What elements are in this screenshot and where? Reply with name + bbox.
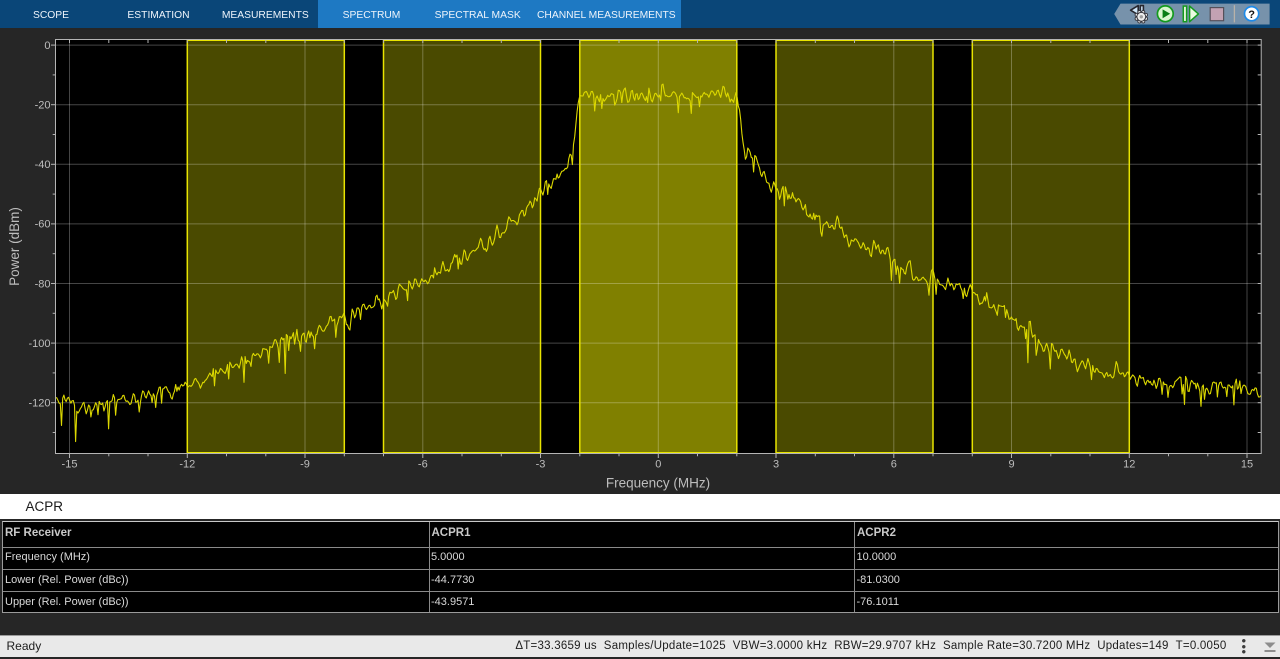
svg-text:?: ?	[1248, 9, 1255, 21]
svg-text:-6: -6	[418, 458, 428, 470]
svg-text:15: 15	[1241, 458, 1253, 470]
svg-text:0: 0	[655, 458, 661, 470]
svg-text:3: 3	[773, 458, 779, 470]
svg-text:-120: -120	[28, 397, 50, 409]
svg-text:-3: -3	[536, 458, 546, 470]
svg-text:0: 0	[44, 39, 50, 51]
svg-text:6: 6	[891, 458, 897, 470]
svg-text:Power (dBm): Power (dBm)	[7, 207, 22, 286]
svg-text:-80: -80	[35, 278, 51, 290]
svg-text:-12: -12	[179, 458, 195, 470]
svg-text:-20: -20	[35, 99, 51, 111]
svg-text:-15: -15	[62, 458, 78, 470]
svg-text:-60: -60	[35, 218, 51, 230]
svg-text:9: 9	[1008, 458, 1014, 470]
svg-text:-40: -40	[35, 159, 51, 171]
svg-text:-9: -9	[300, 458, 310, 470]
svg-text:12: 12	[1123, 458, 1135, 470]
svg-text:-100: -100	[28, 337, 50, 349]
svg-text:Frequency (MHz): Frequency (MHz)	[606, 475, 710, 490]
